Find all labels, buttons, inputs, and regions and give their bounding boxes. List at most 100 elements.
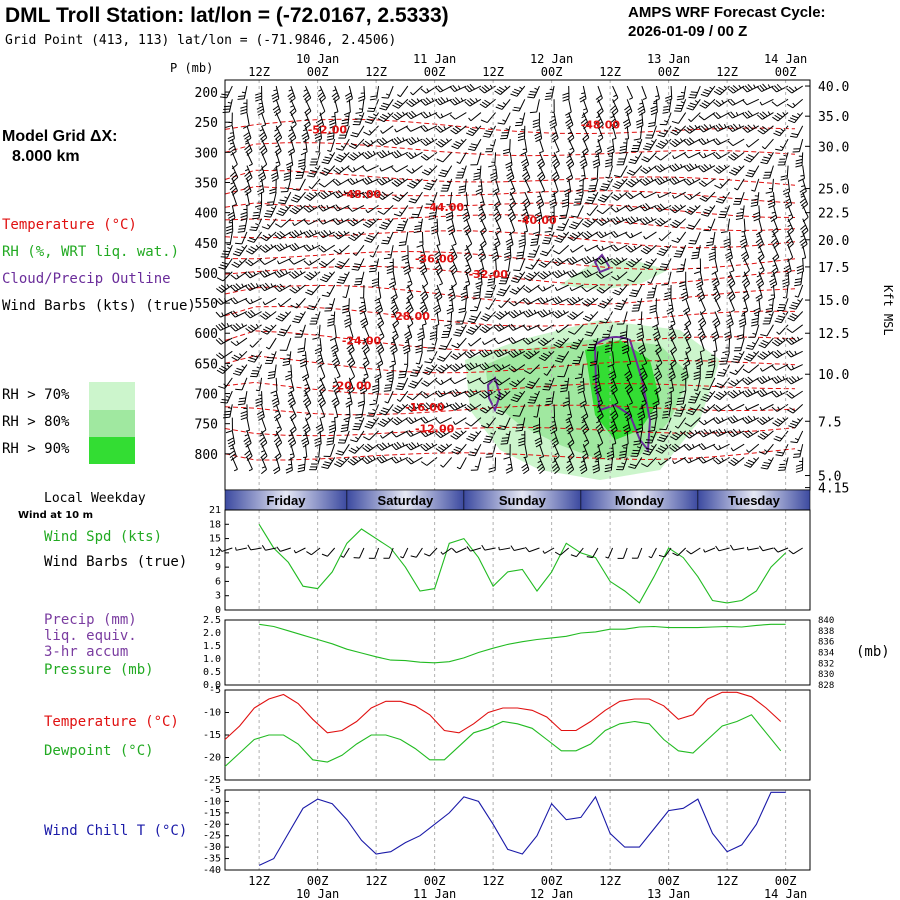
- barb-flag: [552, 261, 559, 267]
- barb-flag: [348, 145, 356, 150]
- wind-barb: [714, 377, 730, 389]
- wind-barb: [405, 151, 423, 160]
- barb-flag: [215, 354, 222, 360]
- barb-shaft: [527, 324, 540, 331]
- wind-barb: [283, 165, 292, 181]
- barb-shaft: [802, 231, 808, 245]
- wind-barb: [755, 271, 765, 289]
- barb-flag: [364, 121, 372, 124]
- wind-barb: [771, 337, 789, 347]
- barb-shaft: [264, 271, 277, 278]
- barb-shaft: [734, 165, 745, 176]
- barb-flag: [440, 401, 446, 408]
- barb-half-flag: [716, 309, 721, 313]
- barb-flag: [421, 171, 429, 176]
- barb-flag: [627, 217, 634, 224]
- barb-flag: [458, 191, 466, 194]
- barb-flag: [716, 382, 724, 387]
- barb-flag: [783, 264, 790, 270]
- barb-shaft: [390, 245, 394, 259]
- barb-half-flag: [680, 163, 683, 168]
- barb-shaft: [568, 165, 574, 179]
- barb-flag: [291, 244, 297, 250]
- barb-flag: [776, 112, 783, 118]
- wind-barb: [347, 177, 365, 186]
- barb-flag: [441, 169, 449, 173]
- barb-shaft: [538, 165, 546, 178]
- barb-flag: [304, 275, 311, 281]
- barb-shaft: [449, 192, 453, 206]
- barb-shaft: [674, 204, 686, 214]
- wind-barb: [567, 125, 575, 143]
- barb-flag: [523, 287, 530, 293]
- barb-flag: [228, 138, 235, 143]
- wind-barb: [288, 229, 306, 239]
- barb-shaft: [315, 152, 321, 165]
- barb-flag: [698, 296, 705, 302]
- barb-flag: [725, 254, 733, 259]
- wind-barb: [713, 390, 730, 401]
- barb-half-flag: [526, 190, 531, 193]
- barb-shaft: [764, 337, 774, 349]
- barb-flag: [601, 194, 609, 198]
- barb-shaft: [597, 152, 601, 166]
- barb-flag: [255, 400, 263, 404]
- barb-flag: [430, 331, 437, 334]
- barb-flag: [580, 423, 587, 429]
- barb-flag: [420, 88, 427, 94]
- barb-flag: [510, 280, 518, 284]
- wind-barb: [589, 351, 599, 367]
- barb-flag: [327, 318, 335, 321]
- barb-shaft: [229, 231, 233, 245]
- barb-flag: [275, 134, 281, 140]
- barb-shaft: [752, 337, 760, 350]
- barb-flag: [508, 214, 515, 220]
- wind-barb: [520, 152, 530, 170]
- wind-barb: [388, 271, 397, 289]
- wind-barb: [327, 311, 336, 327]
- barb-flag: [640, 169, 647, 174]
- barb-flag: [440, 345, 448, 348]
- barb-shaft: [542, 284, 555, 292]
- barb-flag: [771, 101, 778, 107]
- barb-flag: [379, 193, 386, 199]
- barb-half-flag: [504, 85, 508, 89]
- barb-flag: [294, 242, 300, 249]
- wind-barb: [249, 337, 262, 348]
- barb-flag: [230, 274, 237, 280]
- wind-barb: [485, 298, 496, 310]
- barb-half-flag: [297, 286, 301, 290]
- barb-flag: [508, 338, 514, 344]
- wind-barb: [507, 205, 516, 223]
- barb-half-flag: [672, 194, 675, 199]
- wind-barb: [552, 244, 570, 255]
- barb-flag: [341, 122, 349, 125]
- barb-flag: [545, 400, 553, 403]
- barb-half-flag: [536, 129, 541, 131]
- barb-flag: [494, 243, 501, 249]
- barb-flag: [490, 178, 498, 182]
- barb-flag: [464, 267, 471, 273]
- wind-barb: [786, 375, 803, 385]
- barb-half-flag: [612, 137, 617, 140]
- barb-flag: [498, 323, 505, 329]
- barb-shaft: [766, 324, 774, 337]
- barb-flag: [711, 270, 718, 275]
- barb-shaft: [351, 191, 365, 199]
- wind-barb: [312, 324, 321, 340]
- barb-flag: [734, 355, 742, 359]
- barb-flag: [276, 285, 283, 291]
- barb-shaft: [246, 165, 253, 178]
- wind-barb: [655, 138, 672, 149]
- barb-flag: [704, 208, 712, 212]
- barb-flag: [582, 134, 588, 140]
- barb-flag: [788, 86, 795, 92]
- wind-barb: [342, 284, 350, 299]
- barb-flag: [420, 140, 427, 146]
- barb-shaft: [319, 417, 324, 431]
- barb-flag: [381, 191, 388, 197]
- barb-flag: [451, 344, 458, 349]
- barb-half-flag: [682, 288, 687, 291]
- barb-half-flag: [691, 178, 695, 183]
- wind-barb: [683, 163, 701, 172]
